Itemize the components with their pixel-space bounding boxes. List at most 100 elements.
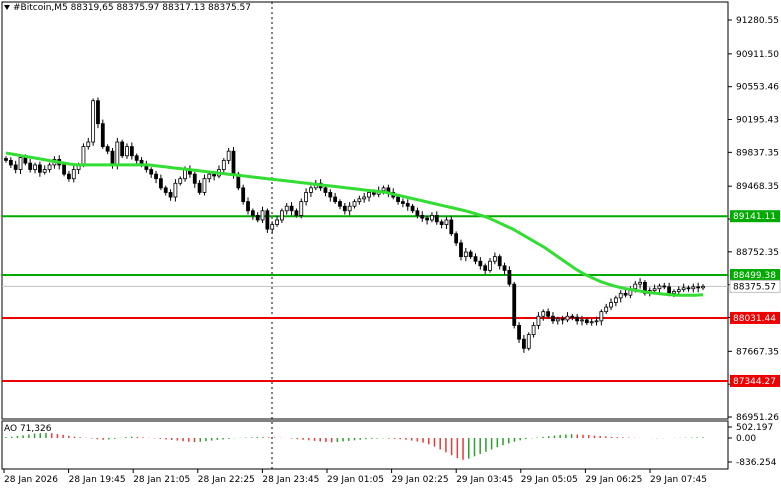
candle-body: [594, 320, 599, 323]
candle-body: [589, 321, 594, 324]
candle-body: [405, 203, 410, 207]
candle-body: [371, 192, 376, 195]
candle-body: [599, 311, 604, 322]
candle-body: [294, 210, 299, 216]
candle-body: [62, 164, 66, 175]
candle-body: [555, 318, 560, 322]
candle-body: [207, 173, 212, 180]
candle-body: [420, 214, 425, 219]
time-tick-label: 29 Jan 07:45: [650, 475, 707, 485]
green-level-badge: [730, 210, 780, 223]
candle-body: [381, 187, 386, 192]
candle-body: [701, 285, 705, 289]
chart-header: #Bitcoin,M5 88319,65 88375.97 88317.13 8…: [4, 3, 251, 13]
green-level-badge: [730, 269, 780, 282]
candle-body: [279, 210, 284, 221]
candle-body: [42, 169, 47, 173]
time-tick-label: 28 Jan 23:45: [262, 475, 319, 485]
candle-body: [362, 196, 367, 200]
moving-average-line: [5, 151, 704, 297]
ao-plot-frame: [1, 420, 729, 470]
candle-body: [536, 315, 541, 326]
candle-body: [662, 285, 667, 288]
candle-body: [255, 214, 260, 221]
candle-body: [289, 205, 294, 212]
candle-body: [23, 157, 28, 164]
price-tick-label: 88752.35: [736, 248, 779, 258]
price-tick-label: 90195.43: [736, 116, 779, 126]
candle-body: [270, 224, 275, 230]
candle-body: [584, 319, 589, 324]
time-tick-label: 28 Jan 21:05: [133, 475, 190, 485]
candle-body: [323, 187, 328, 193]
price-tick-label: 89468.35: [736, 182, 779, 192]
candle-body: [560, 318, 565, 321]
candle-body: [686, 287, 691, 290]
candle-body: [531, 325, 536, 335]
candle-body: [67, 173, 71, 180]
candle-body: [410, 205, 415, 212]
candle-body: [149, 169, 154, 175]
candle-body: [86, 141, 91, 147]
candle-body: [517, 325, 521, 340]
candle-body: [609, 302, 613, 308]
candle-body: [541, 311, 546, 317]
candle-body: [357, 198, 362, 203]
candle-body: [526, 334, 531, 349]
candle-body: [623, 292, 628, 296]
main-plot-frame: [1, 1, 729, 420]
candle-body: [502, 265, 507, 271]
ao-tick-label: 0.00: [736, 434, 756, 444]
candle-body: [473, 256, 478, 262]
candle-body: [284, 205, 289, 212]
candle-body: [91, 100, 96, 143]
candle-body: [352, 201, 357, 207]
candle-body: [226, 150, 231, 161]
candle-body: [347, 205, 352, 212]
candle-body: [241, 187, 246, 203]
candle-body: [613, 297, 618, 303]
candle-body: [105, 146, 110, 152]
red-level-label: 88031.44: [733, 314, 776, 324]
candle-body: [507, 269, 512, 285]
candle-body: [13, 164, 18, 170]
candle-body: [28, 162, 33, 170]
time-tick-label: 28 Jan 22:25: [198, 475, 255, 485]
candle-body: [125, 146, 129, 157]
candle-body: [246, 201, 250, 212]
candle-body: [309, 187, 313, 193]
candle-body: [522, 338, 526, 349]
candle-body: [478, 260, 483, 267]
candle-body: [342, 205, 347, 212]
time-tick-label: 29 Jan 01:05: [327, 475, 384, 485]
candle-body: [681, 287, 686, 291]
candle-body: [657, 285, 662, 290]
candle-body: [265, 210, 270, 230]
candle-body: [672, 291, 676, 294]
current-price-badge: [729, 279, 781, 293]
candle-body: [168, 192, 173, 198]
candle-body: [439, 221, 444, 225]
candle-body: [488, 260, 492, 271]
candle-body: [483, 265, 488, 271]
candle-body: [638, 281, 642, 285]
current-price-label: 88375.57: [733, 282, 776, 292]
candle-body: [691, 286, 696, 290]
candle-body: [4, 158, 8, 161]
candle-body: [96, 100, 100, 125]
time-tick-label: 29 Jan 03:45: [456, 475, 513, 485]
ao-tick-label: -836.254: [736, 458, 777, 468]
price-tick-label: 91280.55: [736, 16, 779, 26]
candle-body: [338, 201, 342, 207]
candle-body: [676, 289, 681, 292]
candle-body: [570, 315, 575, 318]
candle-body: [580, 319, 584, 322]
dropdown-triangle-icon[interactable]: [4, 5, 10, 10]
candle-body: [183, 169, 187, 180]
red-level-label: 87344.27: [733, 377, 776, 387]
candle-body: [275, 219, 279, 225]
red-level-badge: [730, 374, 780, 387]
candle-body: [497, 256, 502, 267]
candle-body: [367, 192, 371, 198]
